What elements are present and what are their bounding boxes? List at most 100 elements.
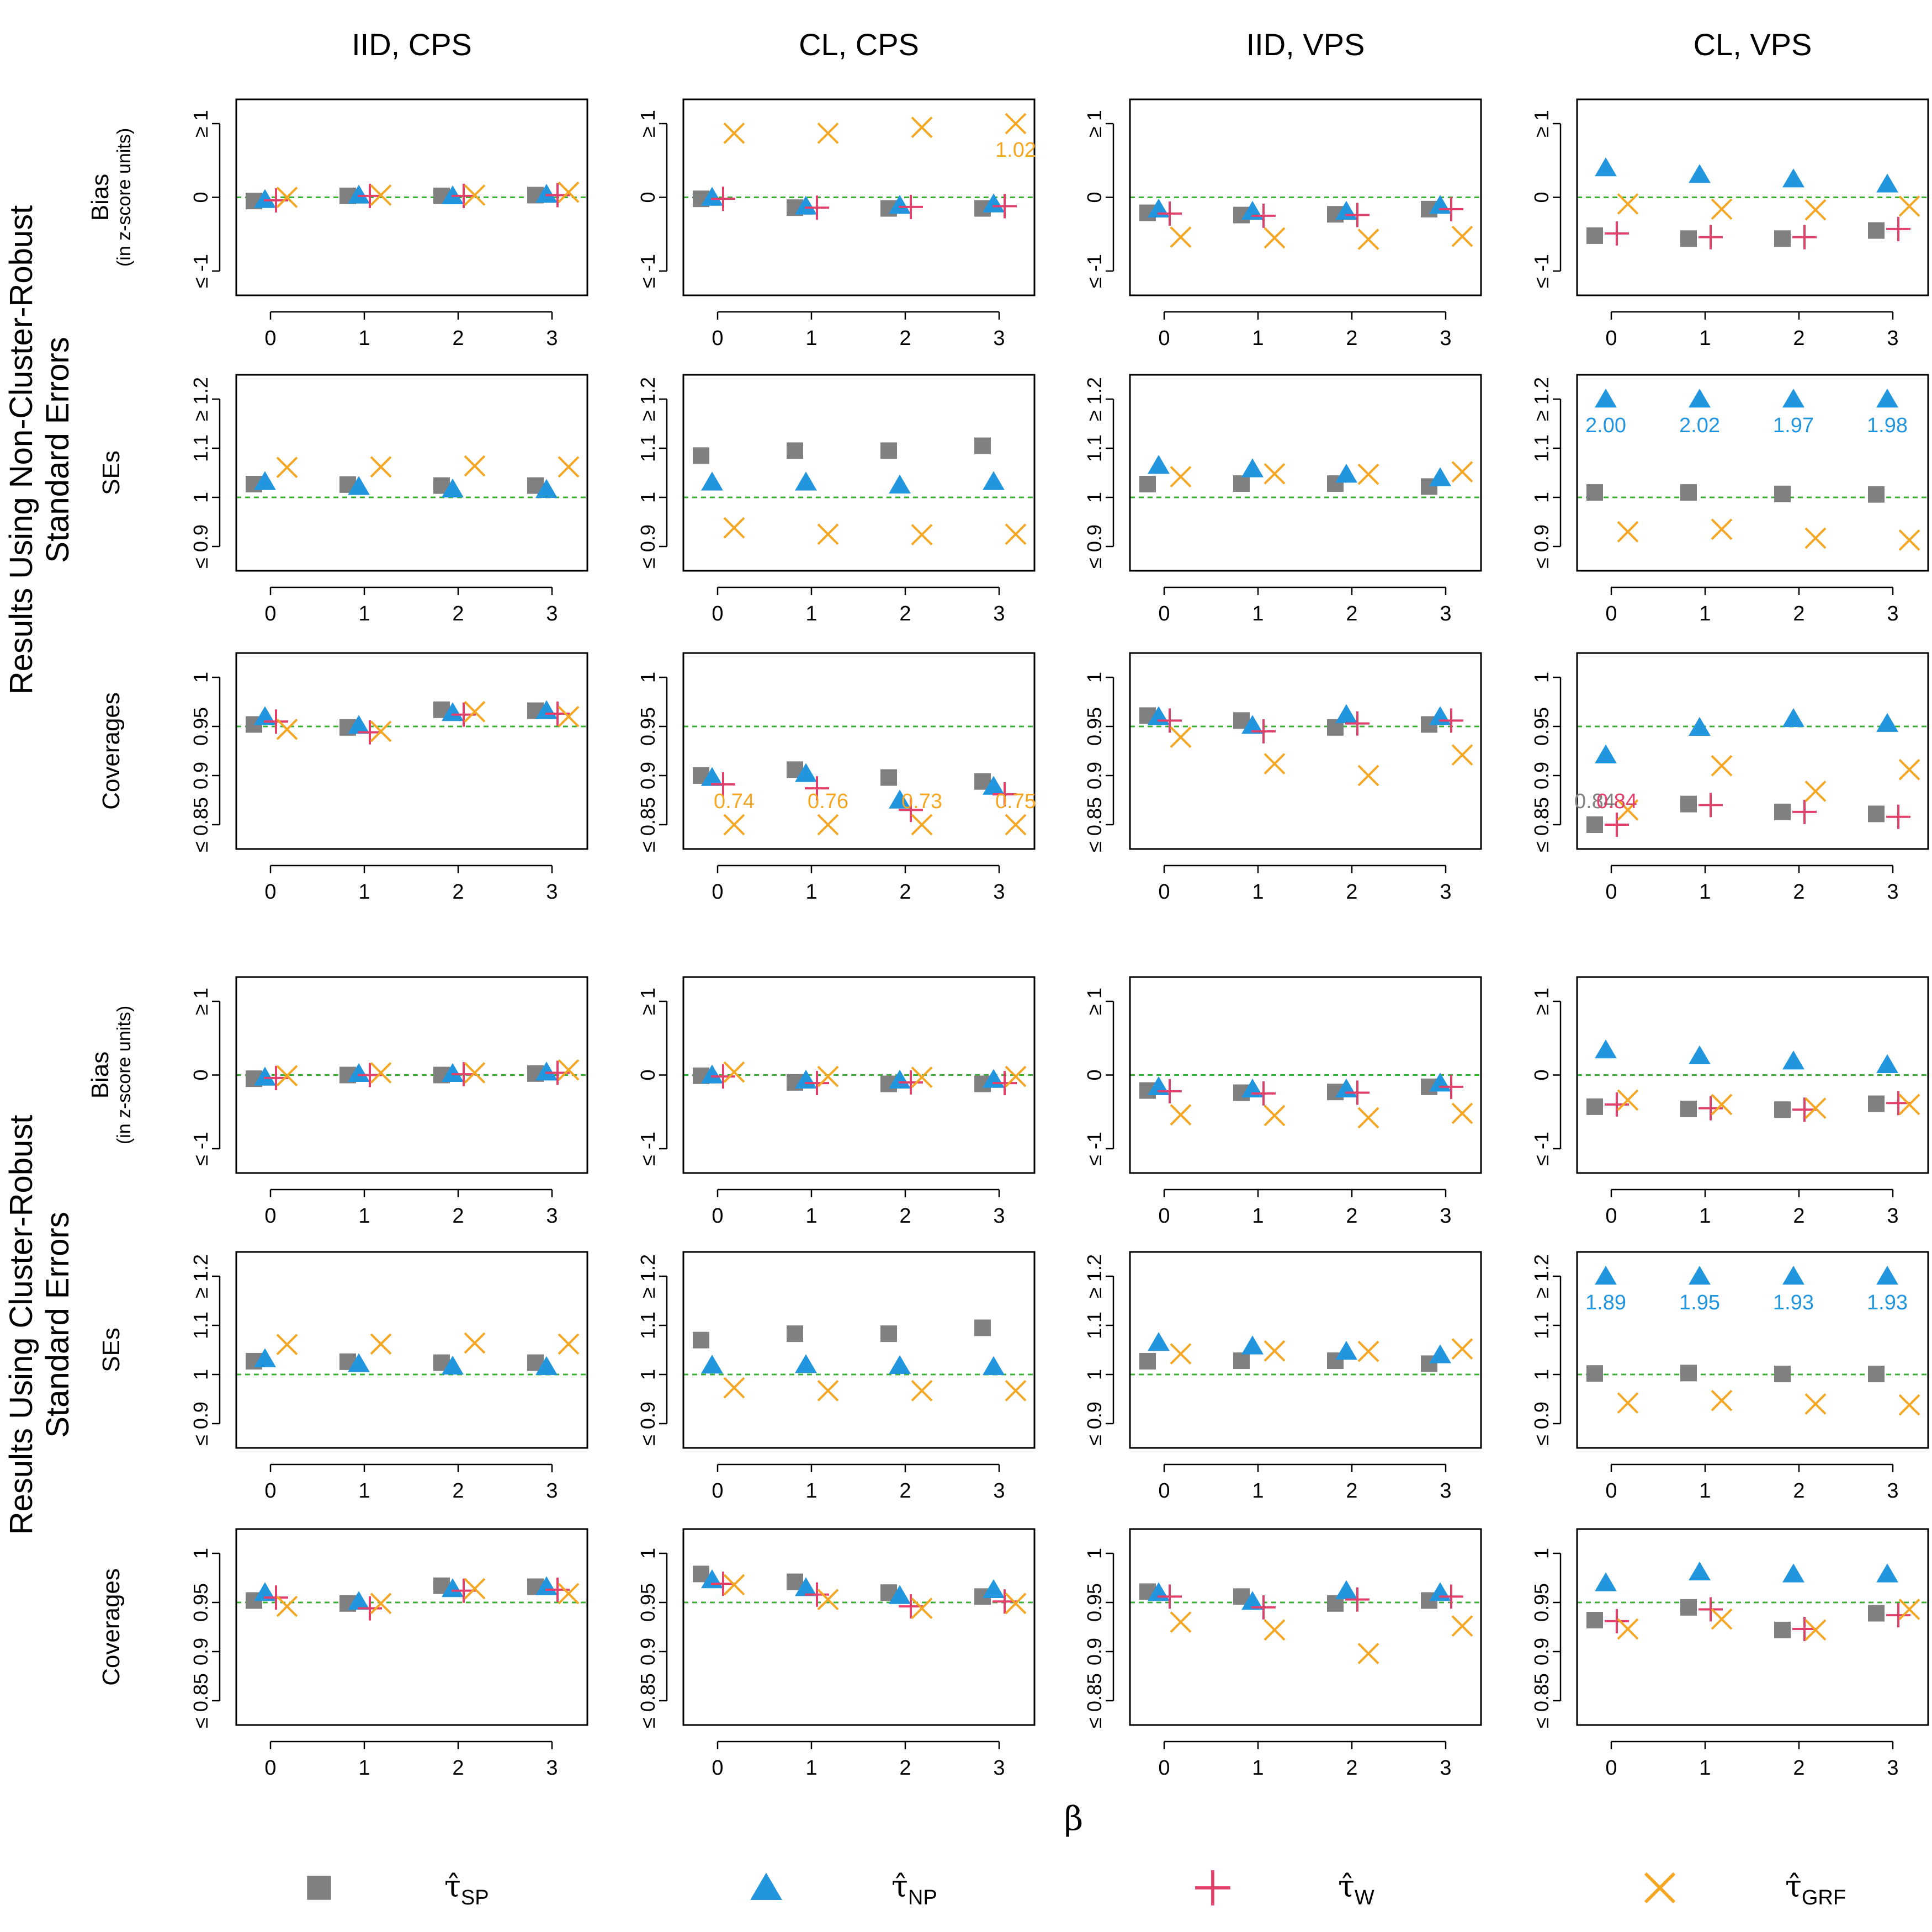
- marker-grf: [817, 1065, 839, 1087]
- marker-np: [1148, 455, 1170, 474]
- legend-item-np: τ̂NP: [750, 1869, 937, 1909]
- marker-grf: [1898, 529, 1920, 551]
- panel-cov: ≤ 0.85 0.9 0.95 1 0 1 2 3 0.74 0.76 0.73 0.75: [636, 652, 1036, 904]
- legend-item-w: τ̂W: [1195, 1869, 1374, 1909]
- x-tick-label: 2: [899, 602, 911, 625]
- marker-grf: [464, 1062, 486, 1084]
- marker-w: [992, 1071, 1017, 1096]
- marker-sp: [1868, 805, 1885, 822]
- marker-np: [1148, 1332, 1170, 1351]
- marker-np: [1241, 1335, 1264, 1355]
- panel-ses: ≤ 0.9 1 1.1 ≥ 1.2 0 1 2 3: [189, 374, 588, 625]
- marker-grf: [1357, 1643, 1379, 1664]
- y-tick-label: ≤ 0.85: [1530, 797, 1553, 852]
- x-tick-label: 1: [1699, 1204, 1711, 1228]
- marker-grf: [1264, 1105, 1286, 1127]
- marker-grf: [1357, 463, 1379, 485]
- y-tick-label: ≥ 1.2: [189, 377, 212, 421]
- y-tick-label: ≥ 1: [1530, 110, 1553, 137]
- y-tick-label: 1: [1530, 1548, 1553, 1559]
- x-tick-label: 1: [1252, 880, 1264, 904]
- marker-grf: [1451, 1615, 1473, 1637]
- x-tick-label: 2: [452, 1756, 464, 1780]
- marker-grf: [1804, 199, 1827, 221]
- panel-bias: ≤ -1 0 ≥ 1 0 1 2 3: [1083, 976, 1482, 1228]
- marker-w: [992, 782, 1017, 806]
- y-tick-label: 0: [189, 1069, 212, 1080]
- panel-cov: ≤ 0.85 0.9 0.95 1 0 1 2 3 0.840.84: [1530, 652, 1929, 904]
- marker-grf: [1617, 1618, 1639, 1640]
- panel-bias: ≤ -1 0 ≥ 1 0 1 2 3: [189, 976, 588, 1228]
- row-label-text: Coverages: [98, 1568, 125, 1686]
- x-tick-label: 1: [358, 602, 370, 625]
- x-tick-label: 1: [1252, 1756, 1264, 1780]
- marker-grf: [1804, 527, 1827, 549]
- plot-frame: [1129, 652, 1482, 850]
- y-tick-label: 1: [1083, 492, 1106, 503]
- marker-sp: [974, 437, 991, 454]
- marker-w: [1699, 225, 1723, 250]
- x-tick-label: 2: [452, 880, 464, 904]
- plot-frame: [1129, 374, 1482, 572]
- marker-grf: [370, 1062, 392, 1084]
- marker-w: [1439, 708, 1463, 733]
- marker-grf: [1617, 521, 1639, 543]
- marker-w: [899, 194, 923, 219]
- x-tick-label: 1: [805, 327, 817, 350]
- marker-grf: [911, 814, 933, 836]
- marker-sp: [1868, 1366, 1885, 1383]
- marker-np: [254, 1348, 276, 1367]
- y-tick-label: 0.9: [636, 1638, 659, 1665]
- marker-w: [452, 183, 476, 208]
- marker-np: [348, 1063, 370, 1082]
- marker-w: [805, 195, 829, 220]
- y-tick-label: 0.9: [1083, 1638, 1106, 1665]
- marker-sp: [1774, 803, 1791, 820]
- marker-grf: [1357, 229, 1379, 251]
- marker-w: [899, 1070, 923, 1095]
- marker-w: [1605, 1609, 1629, 1633]
- y-tick-label: 1: [1083, 672, 1106, 683]
- marker-grf: [1711, 518, 1733, 540]
- y-tick-label: ≥ 1: [636, 110, 659, 137]
- x-tick-label: 0: [712, 1479, 723, 1503]
- y-tick-label: 1: [189, 492, 212, 503]
- legend-item-sp: τ̂SP: [307, 1869, 489, 1909]
- marker-grf: [558, 456, 580, 478]
- panel-ses: ≤ 0.9 1 1.1 ≥ 1.2 0 1 2 3 1.89 1.95 1.93 1.93: [1530, 1251, 1929, 1503]
- marker-np: [1595, 744, 1617, 763]
- marker-np: [1689, 1045, 1711, 1064]
- y-tick-label: ≤ 0.85: [189, 797, 212, 852]
- marker-grf: [558, 1333, 580, 1355]
- plot-frame: [1129, 98, 1482, 296]
- x-tick-label: 1: [358, 327, 370, 350]
- marker-np: [254, 189, 276, 208]
- y-tick-label: 0.9: [1530, 762, 1553, 789]
- x-tick-label: 3: [546, 880, 558, 904]
- marker-sp: [1868, 1095, 1885, 1112]
- marker-sp: [1586, 1612, 1603, 1629]
- value-annotation: 1.02: [995, 139, 1036, 162]
- marker-grf: [1170, 1104, 1192, 1126]
- plot-frame: [1129, 1528, 1482, 1726]
- marker-np: [442, 1578, 464, 1597]
- column-title: IID, CPS: [352, 27, 472, 62]
- x-tick-label: 0: [712, 1756, 723, 1780]
- marker-w: [992, 194, 1017, 219]
- y-tick-label: 1.1: [636, 1312, 659, 1339]
- x-tick-label: 3: [1440, 327, 1451, 350]
- marker-grf: [1711, 198, 1733, 220]
- y-tick-label: 0.9: [189, 1638, 212, 1665]
- marker-grf: [1357, 1107, 1379, 1129]
- x-tick-label: 3: [546, 1479, 558, 1503]
- row-label-subtext: (in z-score units): [114, 1006, 135, 1144]
- x-tick-label: 2: [899, 1756, 911, 1780]
- x-tick-label: 2: [452, 602, 464, 625]
- y-tick-label: 0: [636, 1069, 659, 1080]
- row-label-text: Coverages: [98, 692, 125, 810]
- marker-grf: [817, 523, 839, 545]
- marker-w: [1158, 708, 1182, 733]
- x-tick-label: 2: [452, 1479, 464, 1503]
- y-tick-label: ≥ 1: [1530, 988, 1553, 1015]
- y-tick-label: ≤ 0.9: [189, 1402, 212, 1446]
